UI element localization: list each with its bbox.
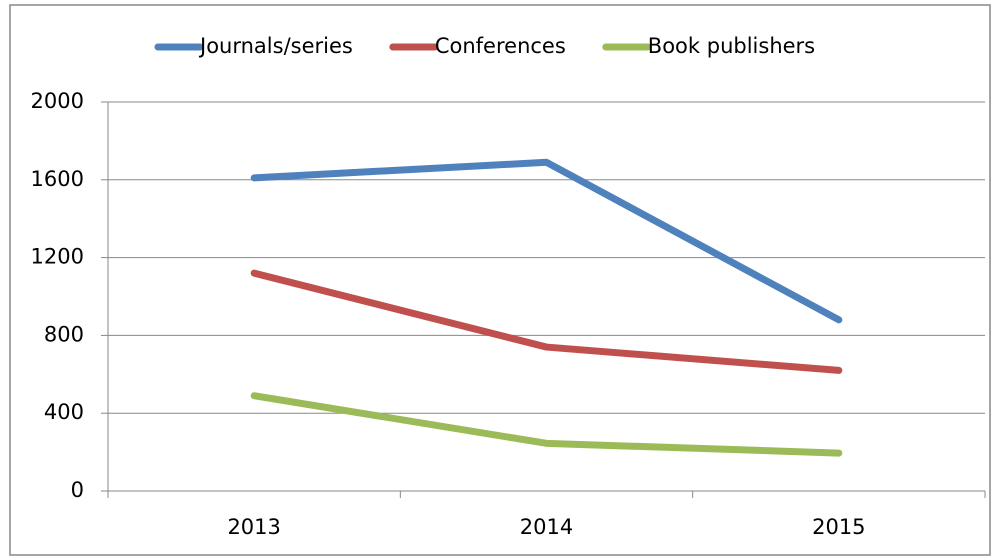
x-tick-label: 2014 [520, 515, 573, 539]
legend-label: Conferences [435, 34, 566, 58]
legend-label: Book publishers [648, 34, 815, 58]
y-tick-label: 0 [71, 478, 84, 502]
y-tick-label: 2000 [31, 89, 84, 113]
series-line [250, 158, 843, 324]
chart-border [9, 4, 991, 556]
y-tick-label: 1600 [31, 167, 84, 191]
y-tick-label: 400 [44, 400, 84, 424]
x-tick-label: 2013 [227, 515, 280, 539]
x-tick-label: 2015 [812, 515, 865, 539]
legend-label: Journals/series [198, 34, 353, 58]
y-tick-label: 800 [44, 322, 84, 346]
y-tick-label: 1200 [31, 245, 84, 269]
series-line [250, 269, 843, 374]
series-line [250, 392, 843, 457]
